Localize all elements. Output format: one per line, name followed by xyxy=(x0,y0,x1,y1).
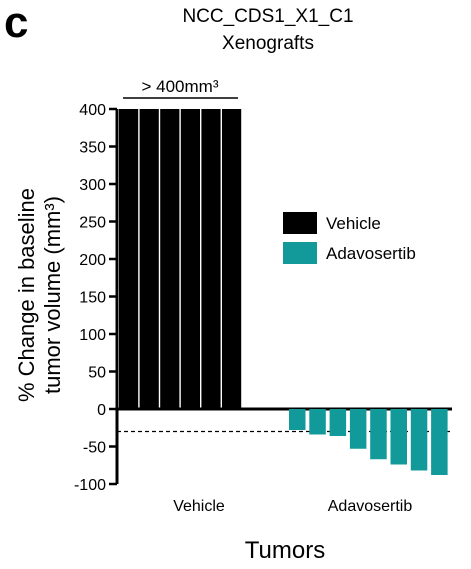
legend-swatch-adavosertib xyxy=(283,242,317,264)
y-tick-label: 350 xyxy=(79,140,106,157)
panel-label: c xyxy=(4,0,29,47)
y-tick-label: 150 xyxy=(79,290,106,307)
bar-vehicle xyxy=(180,109,200,409)
bar-adavosertib xyxy=(349,409,367,449)
chart-title: NCC_CDS1_X1_C1 xyxy=(182,6,354,27)
bar-vehicle xyxy=(139,109,159,409)
legend-label-vehicle: Vehicle xyxy=(326,214,381,233)
x-axis-label: Tumors xyxy=(245,537,325,564)
bar-vehicle xyxy=(222,109,242,409)
y-axis-label-line-1: % Change in baseline xyxy=(14,188,39,402)
legend-label-adavosertib: Adavosertib xyxy=(326,244,416,263)
y-tick-label: 50 xyxy=(88,365,106,382)
y-axis-label: % Change in baselinetumor volume (mm³) xyxy=(14,188,65,402)
y-tick-label: 400 xyxy=(79,102,106,119)
bar-adavosertib xyxy=(431,409,448,475)
legend-swatch-vehicle xyxy=(283,212,317,234)
annotation-label: > 400mm³ xyxy=(142,77,219,96)
bar-vehicle xyxy=(119,109,139,409)
y-tick-label: 0 xyxy=(97,402,106,419)
y-tick-label: 100 xyxy=(79,327,106,344)
x-tick-label: Adavosertib xyxy=(328,498,413,515)
bar-adavosertib xyxy=(370,409,387,460)
bar-adavosertib xyxy=(329,409,347,436)
y-tick-label: -100 xyxy=(74,477,106,494)
y-axis-label-line-2: tumor volume (mm³) xyxy=(40,196,65,394)
bar-adavosertib xyxy=(410,409,428,471)
y-tick-label: 300 xyxy=(79,177,106,194)
bar-vehicle xyxy=(160,109,180,409)
y-tick-label: -50 xyxy=(83,440,106,457)
chart-subtitle: Xenografts xyxy=(222,33,314,54)
y-tick-label: 200 xyxy=(79,252,106,269)
bar-adavosertib xyxy=(309,409,326,435)
bar-vehicle xyxy=(201,109,221,409)
bar-adavosertib xyxy=(390,409,407,465)
bar-adavosertib xyxy=(289,409,306,430)
x-tick-label: Vehicle xyxy=(173,498,225,515)
y-tick-label: 250 xyxy=(79,215,106,232)
